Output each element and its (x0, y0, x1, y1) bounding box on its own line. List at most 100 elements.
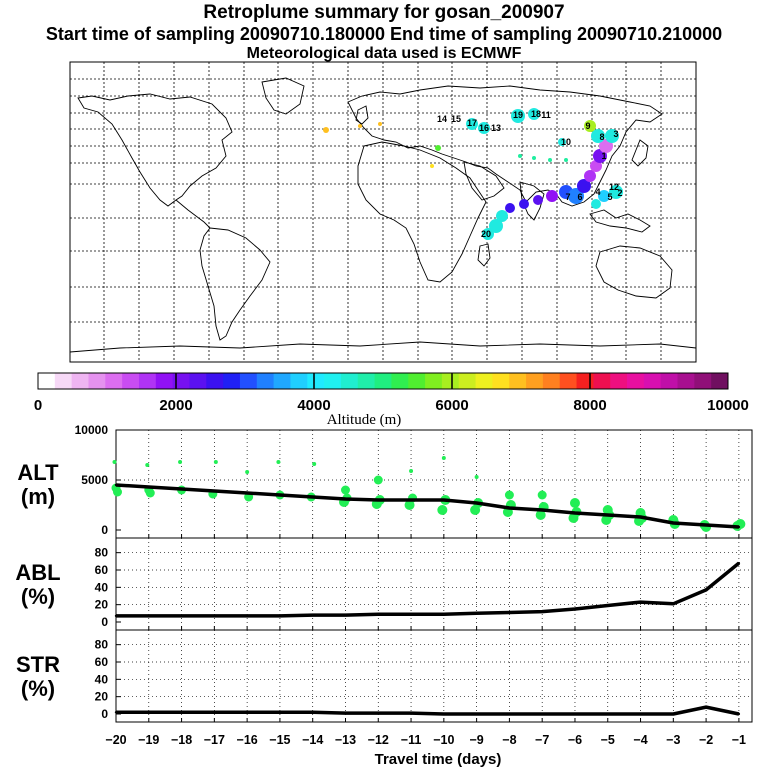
panel-label: STR (16, 652, 60, 677)
plume-particle (518, 154, 522, 158)
y-tick-label: 40 (95, 672, 109, 686)
day-label: 18 (531, 109, 541, 119)
colorbar-swatch (54, 373, 73, 389)
series-point (278, 711, 282, 714)
world-map: 20 19 18 17 16 15 14 13 12 11 10 9 8 7 6… (69, 61, 697, 363)
series-point (508, 712, 511, 716)
x-tick-label: −11 (401, 733, 422, 747)
colorbar-swatch (475, 373, 493, 389)
series-point (311, 613, 314, 617)
colorbar-swatch (256, 373, 275, 389)
altitude-colorbar: 0 2000 4000 6000 8000 10000 Altitude (m) (34, 372, 749, 428)
plume-particle (489, 219, 503, 233)
plume-particle (568, 188, 584, 204)
altitude-scatter-point (213, 460, 218, 464)
colorbar-ticks: 0 2000 4000 6000 8000 10000 (34, 373, 749, 414)
series-point (573, 712, 577, 716)
series-point (180, 487, 183, 491)
x-tick-label: −2 (699, 733, 713, 747)
y-tick-label: 0 (101, 523, 108, 537)
altitude-scatter-point (312, 462, 317, 466)
x-tick-label: −3 (666, 733, 680, 747)
series-point (475, 712, 478, 716)
series-point (147, 614, 150, 618)
series-point (180, 711, 183, 714)
colorbar-swatch (357, 373, 376, 389)
series-line-str (116, 705, 740, 716)
altitude-scatter-point (437, 505, 448, 515)
y-tick-label: 10000 (75, 423, 109, 437)
series-point (540, 508, 544, 512)
colorbar-swatch (711, 373, 729, 389)
panel-alt: 10000 5000 0 ALT(m) (17, 423, 753, 539)
day-label: 16 (479, 123, 489, 133)
panel-str: 80 60 40 20 0 STR(%) (16, 629, 753, 723)
day-label: 10 (561, 137, 571, 147)
series-point (213, 489, 216, 493)
coastlines (69, 77, 697, 353)
series-point (442, 712, 446, 716)
series-point (213, 711, 216, 714)
series-point (114, 614, 118, 618)
x-tick-label: −6 (568, 733, 582, 747)
colorbar-swatch (88, 373, 106, 389)
plume-particle (533, 195, 543, 205)
series-point (377, 613, 380, 616)
x-tick-label: −5 (601, 733, 615, 747)
series-point (540, 610, 544, 613)
series-point (377, 711, 380, 715)
colorbar-swatch (526, 373, 544, 389)
colorbar-swatch (138, 373, 157, 389)
panel-label: ABL (15, 560, 60, 585)
plume-particle (591, 199, 601, 209)
series-point (409, 498, 413, 502)
colorbar-swatch (38, 373, 56, 389)
series-point (442, 613, 446, 616)
plume-particle (482, 228, 494, 240)
series-point (639, 712, 642, 716)
plume-particle (577, 179, 591, 193)
altitude-scatter-point (404, 500, 415, 510)
series-point (311, 495, 314, 499)
colorbar-swatch (610, 373, 628, 389)
series-point (704, 705, 708, 709)
altitude-scatter-point (568, 513, 579, 523)
colorbar-swatch (627, 373, 645, 389)
altitude-scatter-point (474, 475, 479, 479)
colorbar-tick-label: 4000 (297, 397, 330, 414)
map-gridlines (70, 62, 696, 362)
colorbar-swatch (223, 373, 241, 389)
plume-particle (528, 108, 540, 120)
trajectory-day-labels: 20 19 18 17 16 15 14 13 12 11 10 9 8 7 6… (437, 109, 623, 239)
y-tick-label: 0 (101, 615, 108, 629)
altitude-scatter-point (373, 475, 383, 485)
x-tick-label: −1 (732, 733, 746, 747)
y-tick-label: 40 (95, 580, 109, 594)
series-point (540, 712, 544, 716)
colorbar-swatch (273, 373, 291, 389)
series-point (704, 523, 708, 527)
colorbar-swatch (441, 373, 460, 389)
colorbar-swatch (677, 373, 695, 389)
day-label: 7 (565, 192, 570, 202)
plume-particle (466, 118, 478, 130)
series-point (114, 711, 118, 714)
colorbar-swatches (38, 373, 729, 389)
x-tick-label: −12 (368, 733, 389, 747)
colorbar-swatch (542, 373, 561, 389)
series-point (409, 613, 413, 616)
colorbar-swatch (307, 373, 325, 389)
panel-abl: 80 60 40 20 0 ABL(%) (15, 537, 753, 631)
series-point (573, 607, 577, 611)
series-point (245, 711, 249, 714)
x-tick-label: −13 (335, 733, 356, 747)
colorbar-swatch (105, 373, 123, 389)
series-point (737, 712, 741, 716)
y-tick-label: 20 (95, 690, 109, 704)
plume-particle (548, 158, 552, 162)
colorbar-swatch (694, 373, 712, 389)
colorbar-swatch (643, 373, 662, 389)
altitude-scatter-point (441, 456, 446, 460)
series-point (245, 491, 249, 495)
series-point (147, 711, 150, 714)
